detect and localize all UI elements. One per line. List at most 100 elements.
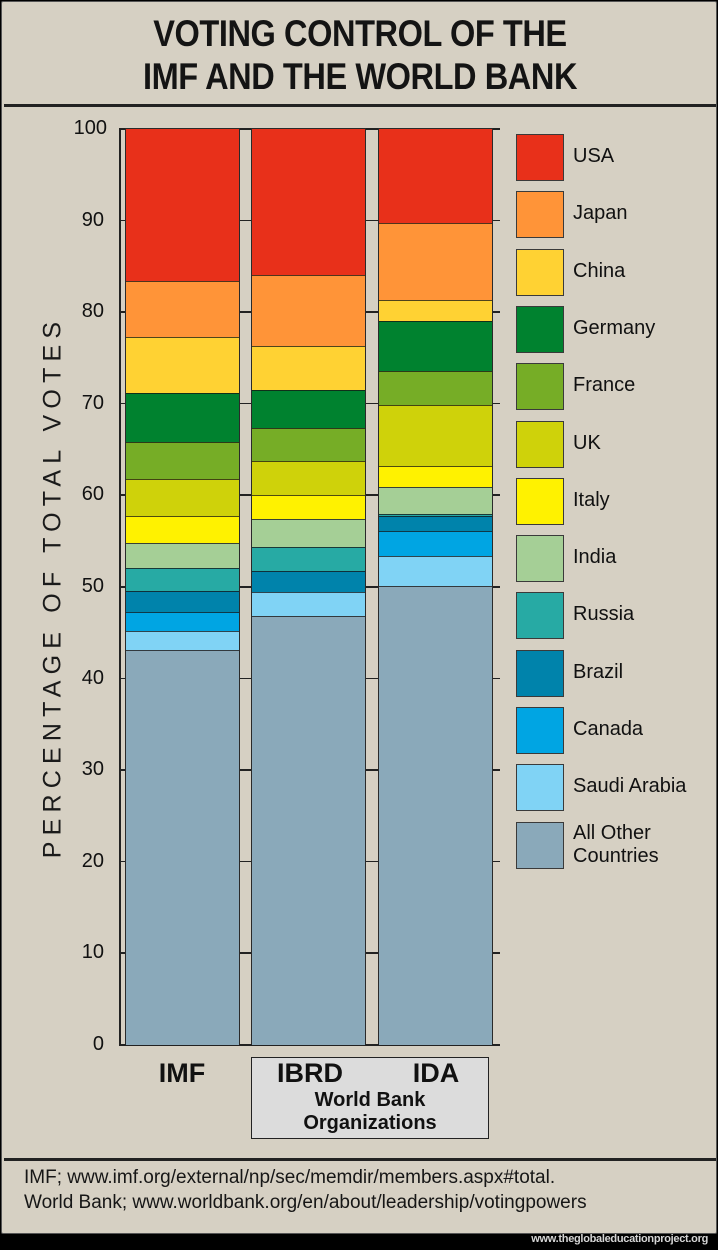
y-tick-mark bbox=[239, 402, 252, 405]
source-divider bbox=[4, 1158, 716, 1161]
bar-ida bbox=[378, 128, 493, 1045]
legend-item-russia: Russia bbox=[516, 592, 716, 640]
legend-item-italy: Italy bbox=[516, 477, 716, 526]
bar-segment-saudi-arabia bbox=[252, 591, 365, 617]
legend-label: USA bbox=[573, 145, 615, 167]
y-tick-mark bbox=[239, 677, 252, 680]
title-divider bbox=[4, 104, 716, 107]
bar-segment-brazil bbox=[252, 571, 365, 592]
y-tick-mark bbox=[119, 860, 126, 863]
legend-swatch bbox=[516, 248, 564, 296]
bar-segment-usa bbox=[379, 129, 492, 224]
y-tick-mark bbox=[366, 860, 379, 863]
y-tick-label: 100 bbox=[73, 117, 107, 139]
y-tick-mark bbox=[493, 586, 500, 588]
y-tick-mark bbox=[119, 402, 126, 405]
legend-label: Canada bbox=[573, 718, 644, 740]
y-tick-mark bbox=[239, 586, 252, 588]
bar-segment-india bbox=[379, 487, 492, 514]
legend-label: France bbox=[573, 374, 636, 397]
bar-segment-saudi-arabia bbox=[379, 555, 492, 587]
legend-label: India bbox=[573, 546, 617, 569]
y-tick-mark bbox=[239, 1044, 252, 1046]
bar-segment-italy bbox=[252, 495, 365, 520]
legend-item-all-other-countries: All Other Countries bbox=[516, 821, 716, 870]
y-tick-mark bbox=[493, 952, 500, 954]
bar-segment-russia bbox=[379, 513, 492, 517]
legend-label: China bbox=[573, 259, 626, 282]
bar-segment-germany bbox=[252, 390, 365, 428]
legend-label: Russia bbox=[573, 603, 635, 626]
bar-segment-france bbox=[252, 427, 365, 461]
legend-label: Brazil bbox=[573, 660, 624, 683]
y-tick-mark bbox=[239, 219, 252, 222]
bar-segment-germany bbox=[126, 392, 239, 443]
bar-segment-uk bbox=[379, 404, 492, 467]
y-tick-label: 0 bbox=[92, 1033, 104, 1055]
legend-swatch bbox=[516, 707, 564, 754]
bar-segment-usa bbox=[252, 129, 365, 275]
y-tick-mark bbox=[493, 677, 500, 680]
bar-segment-germany bbox=[379, 321, 492, 371]
y-tick-mark bbox=[119, 952, 126, 954]
y-tick-mark bbox=[366, 1044, 379, 1046]
x-label-ibrd: IBRD bbox=[277, 1058, 343, 1088]
legend-swatch bbox=[516, 535, 564, 583]
y-tick-mark bbox=[493, 311, 500, 313]
bar-segment-canada bbox=[379, 531, 492, 556]
y-tick-label: 70 bbox=[81, 391, 104, 414]
legend-label: All Other Countries bbox=[573, 821, 659, 867]
bar-segment-india bbox=[252, 519, 365, 547]
y-tick-mark bbox=[239, 952, 252, 954]
legend-swatch bbox=[516, 363, 564, 411]
y-tick-mark bbox=[493, 1044, 500, 1046]
source-note: IMF; www.imf.org/external/np/sec/memdir/… bbox=[24, 1165, 587, 1215]
y-tick-mark bbox=[119, 128, 126, 130]
y-tick-mark bbox=[119, 677, 126, 680]
world-bank-caption-line-1: World Bank bbox=[314, 1089, 426, 1111]
y-tick-label: 30 bbox=[81, 758, 104, 781]
bar-segment-japan bbox=[379, 223, 492, 301]
y-tick-mark bbox=[239, 311, 252, 313]
bar-segment-uk bbox=[252, 460, 365, 496]
bar-segment-italy bbox=[126, 515, 239, 544]
y-tick-mark bbox=[366, 677, 379, 680]
y-tick-label: 40 bbox=[81, 666, 104, 689]
legend-item-brazil: Brazil bbox=[516, 649, 716, 698]
legend-swatch bbox=[516, 649, 564, 697]
y-tick-mark bbox=[493, 402, 500, 405]
y-tick-mark bbox=[366, 311, 379, 313]
bar-segment-russia bbox=[126, 567, 239, 591]
y-tick-mark bbox=[119, 769, 126, 771]
bar-segment-china bbox=[252, 346, 365, 391]
bar-segment-france bbox=[126, 442, 239, 479]
y-tick-mark bbox=[366, 586, 379, 588]
y-tick-mark bbox=[366, 219, 379, 222]
title-line-1: VOTING CONTROL OF THE bbox=[153, 13, 567, 54]
legend-item-germany: Germany bbox=[516, 305, 716, 354]
y-tick-label: 80 bbox=[81, 300, 104, 323]
source-line-worldbank: World Bank; www.worldbank.org/en/about/l… bbox=[24, 1192, 587, 1213]
bar-segment-saudi-arabia bbox=[126, 630, 239, 651]
legend-item-canada: Canada bbox=[516, 707, 716, 755]
bar-segment-russia bbox=[252, 546, 365, 572]
y-tick-mark bbox=[119, 311, 126, 313]
bar-segment-india bbox=[126, 543, 239, 568]
bar-segment-japan bbox=[126, 281, 239, 337]
y-tick-mark bbox=[239, 860, 252, 863]
legend-label: UK bbox=[573, 431, 601, 454]
legend-swatch bbox=[516, 821, 564, 869]
y-tick-label: 50 bbox=[81, 575, 104, 597]
y-tick-label: 90 bbox=[81, 208, 104, 231]
legend-item-china: China bbox=[516, 248, 716, 297]
x-label-ida: IDA bbox=[412, 1058, 460, 1088]
y-tick-mark bbox=[493, 128, 500, 130]
bar-segment-france bbox=[379, 370, 492, 405]
y-tick-mark bbox=[493, 219, 500, 222]
y-tick-label: 20 bbox=[81, 849, 104, 872]
bar-ibrd bbox=[251, 128, 366, 1045]
legend-item-japan: Japan bbox=[516, 191, 716, 239]
world-bank-group-box bbox=[251, 1057, 489, 1139]
y-tick-mark bbox=[119, 586, 126, 588]
legend-label: Italy bbox=[573, 488, 610, 511]
